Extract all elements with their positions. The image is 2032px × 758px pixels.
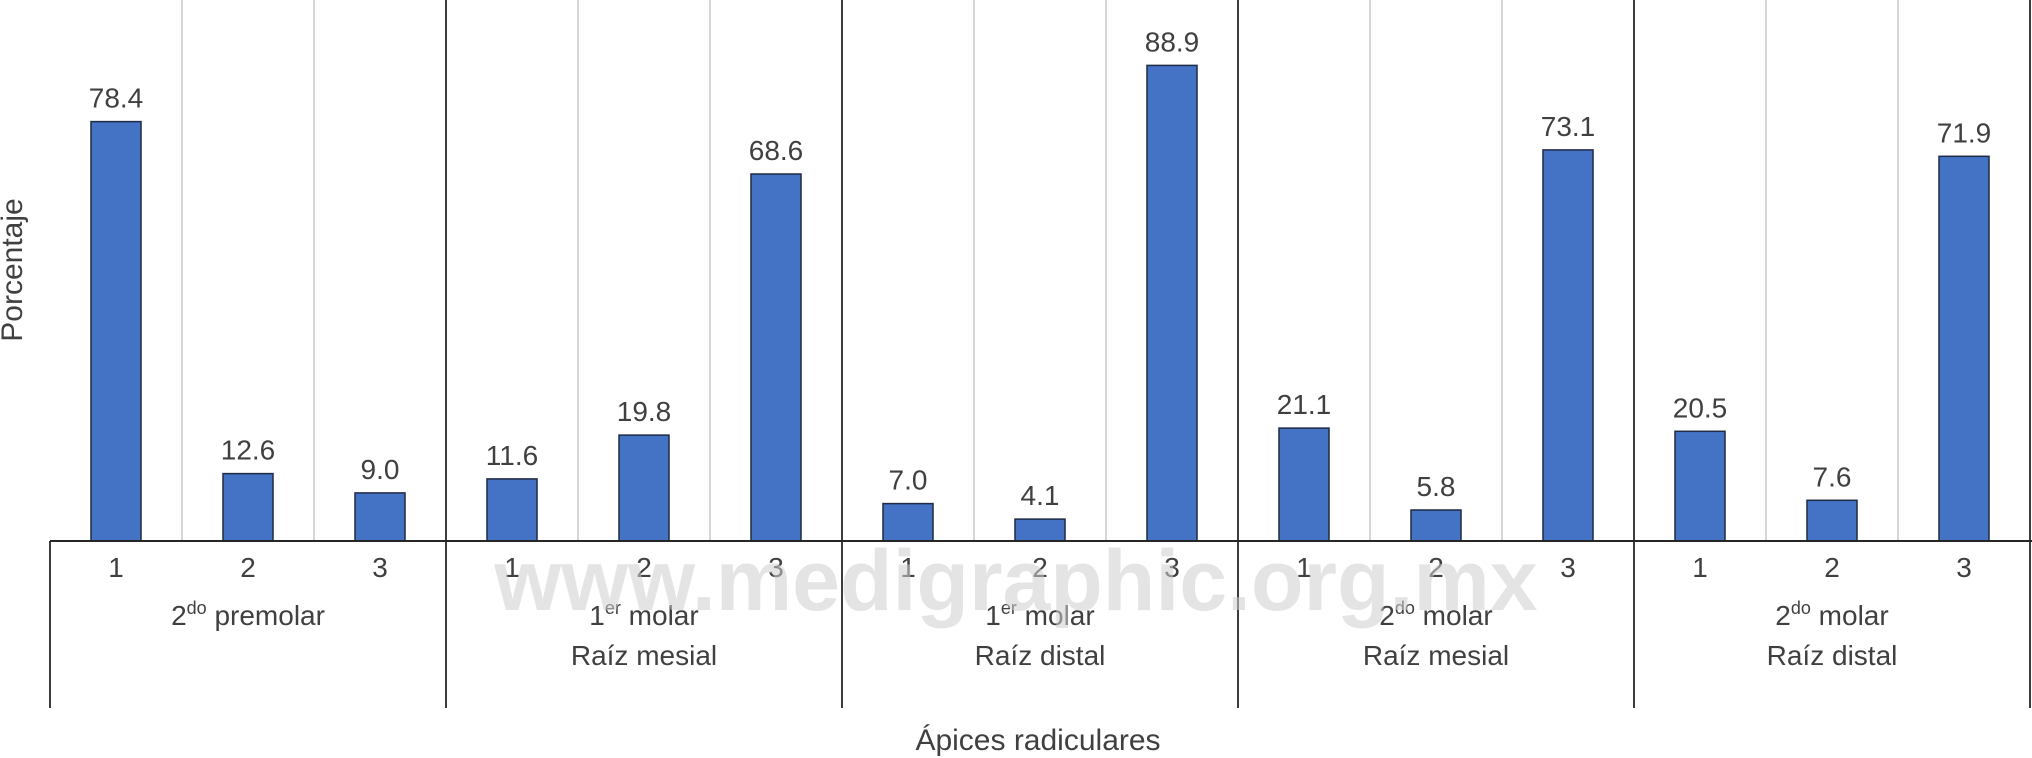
- bar: [1806, 499, 1858, 542]
- data-label: 12.6: [221, 435, 276, 466]
- bar: [618, 434, 670, 542]
- bar: [1146, 64, 1198, 542]
- y-axis-label: Porcentaje: [0, 198, 29, 341]
- group-label-line2: Raíz distal: [1767, 640, 1898, 671]
- data-label: 5.8: [1417, 471, 1456, 502]
- bar: [1542, 149, 1594, 542]
- data-label: 73.1: [1541, 111, 1596, 142]
- x-tick-label: 1: [1692, 552, 1708, 583]
- data-label: 20.5: [1673, 392, 1728, 423]
- data-label: 21.1: [1277, 389, 1332, 420]
- bar: [354, 492, 406, 542]
- x-tick-label: 2: [1032, 552, 1048, 583]
- x-tick-label: 3: [1164, 552, 1180, 583]
- x-tick-label: 3: [768, 552, 784, 583]
- group-label-line2: Raíz mesial: [571, 640, 717, 671]
- bar: [1938, 155, 1990, 542]
- x-axis-label: Ápices radiculares: [915, 724, 1160, 757]
- bar: [750, 173, 802, 542]
- group-label: 2do molar: [1775, 598, 1888, 631]
- x-tick-label: 3: [1560, 552, 1576, 583]
- watermark: www.medigraphic.org.mx: [493, 533, 1538, 629]
- group-label: 1er molar: [589, 598, 698, 631]
- x-tick-label: 1: [1296, 552, 1312, 583]
- data-label: 9.0: [361, 454, 400, 485]
- x-tick-label: 1: [900, 552, 916, 583]
- x-tick-label: 2: [636, 552, 652, 583]
- x-tick-label: 2: [1824, 552, 1840, 583]
- data-label: 7.0: [889, 465, 928, 496]
- data-label: 78.4: [89, 83, 144, 114]
- data-label: 7.6: [1813, 461, 1852, 492]
- bar: [1278, 427, 1330, 542]
- group-label-line2: Raíz distal: [975, 640, 1106, 671]
- x-tick-label: 3: [1956, 552, 1972, 583]
- data-label: 68.6: [749, 135, 804, 166]
- group-label: 2do molar: [1379, 598, 1492, 631]
- group-label: 1er molar: [985, 598, 1094, 631]
- data-label: 71.9: [1937, 117, 1992, 148]
- value-labels: 78.4 12.6 9.0 11.6 19.8 68.6 7.0 4.1 88.9 21.1 5.8…: [89, 26, 1992, 511]
- data-label: 19.8: [617, 396, 672, 427]
- data-label: 11.6: [486, 440, 538, 471]
- x-tick-label: 2: [1428, 552, 1444, 583]
- bar: [486, 478, 538, 542]
- data-label: 4.1: [1021, 480, 1060, 511]
- bar: [90, 120, 142, 542]
- x-tick-label: 1: [108, 552, 124, 583]
- x-tick-label: 3: [372, 552, 388, 583]
- bar: [1674, 430, 1726, 542]
- x-tick-label: 1: [504, 552, 520, 583]
- group-label: 2do premolar: [171, 598, 325, 631]
- bar: [222, 472, 274, 542]
- group-label-line2: Raíz mesial: [1363, 640, 1509, 671]
- grid-lines: [181, 0, 1899, 541]
- x-tick-label: 2: [240, 552, 256, 583]
- data-label: 88.9: [1145, 26, 1200, 57]
- bar: [882, 502, 934, 542]
